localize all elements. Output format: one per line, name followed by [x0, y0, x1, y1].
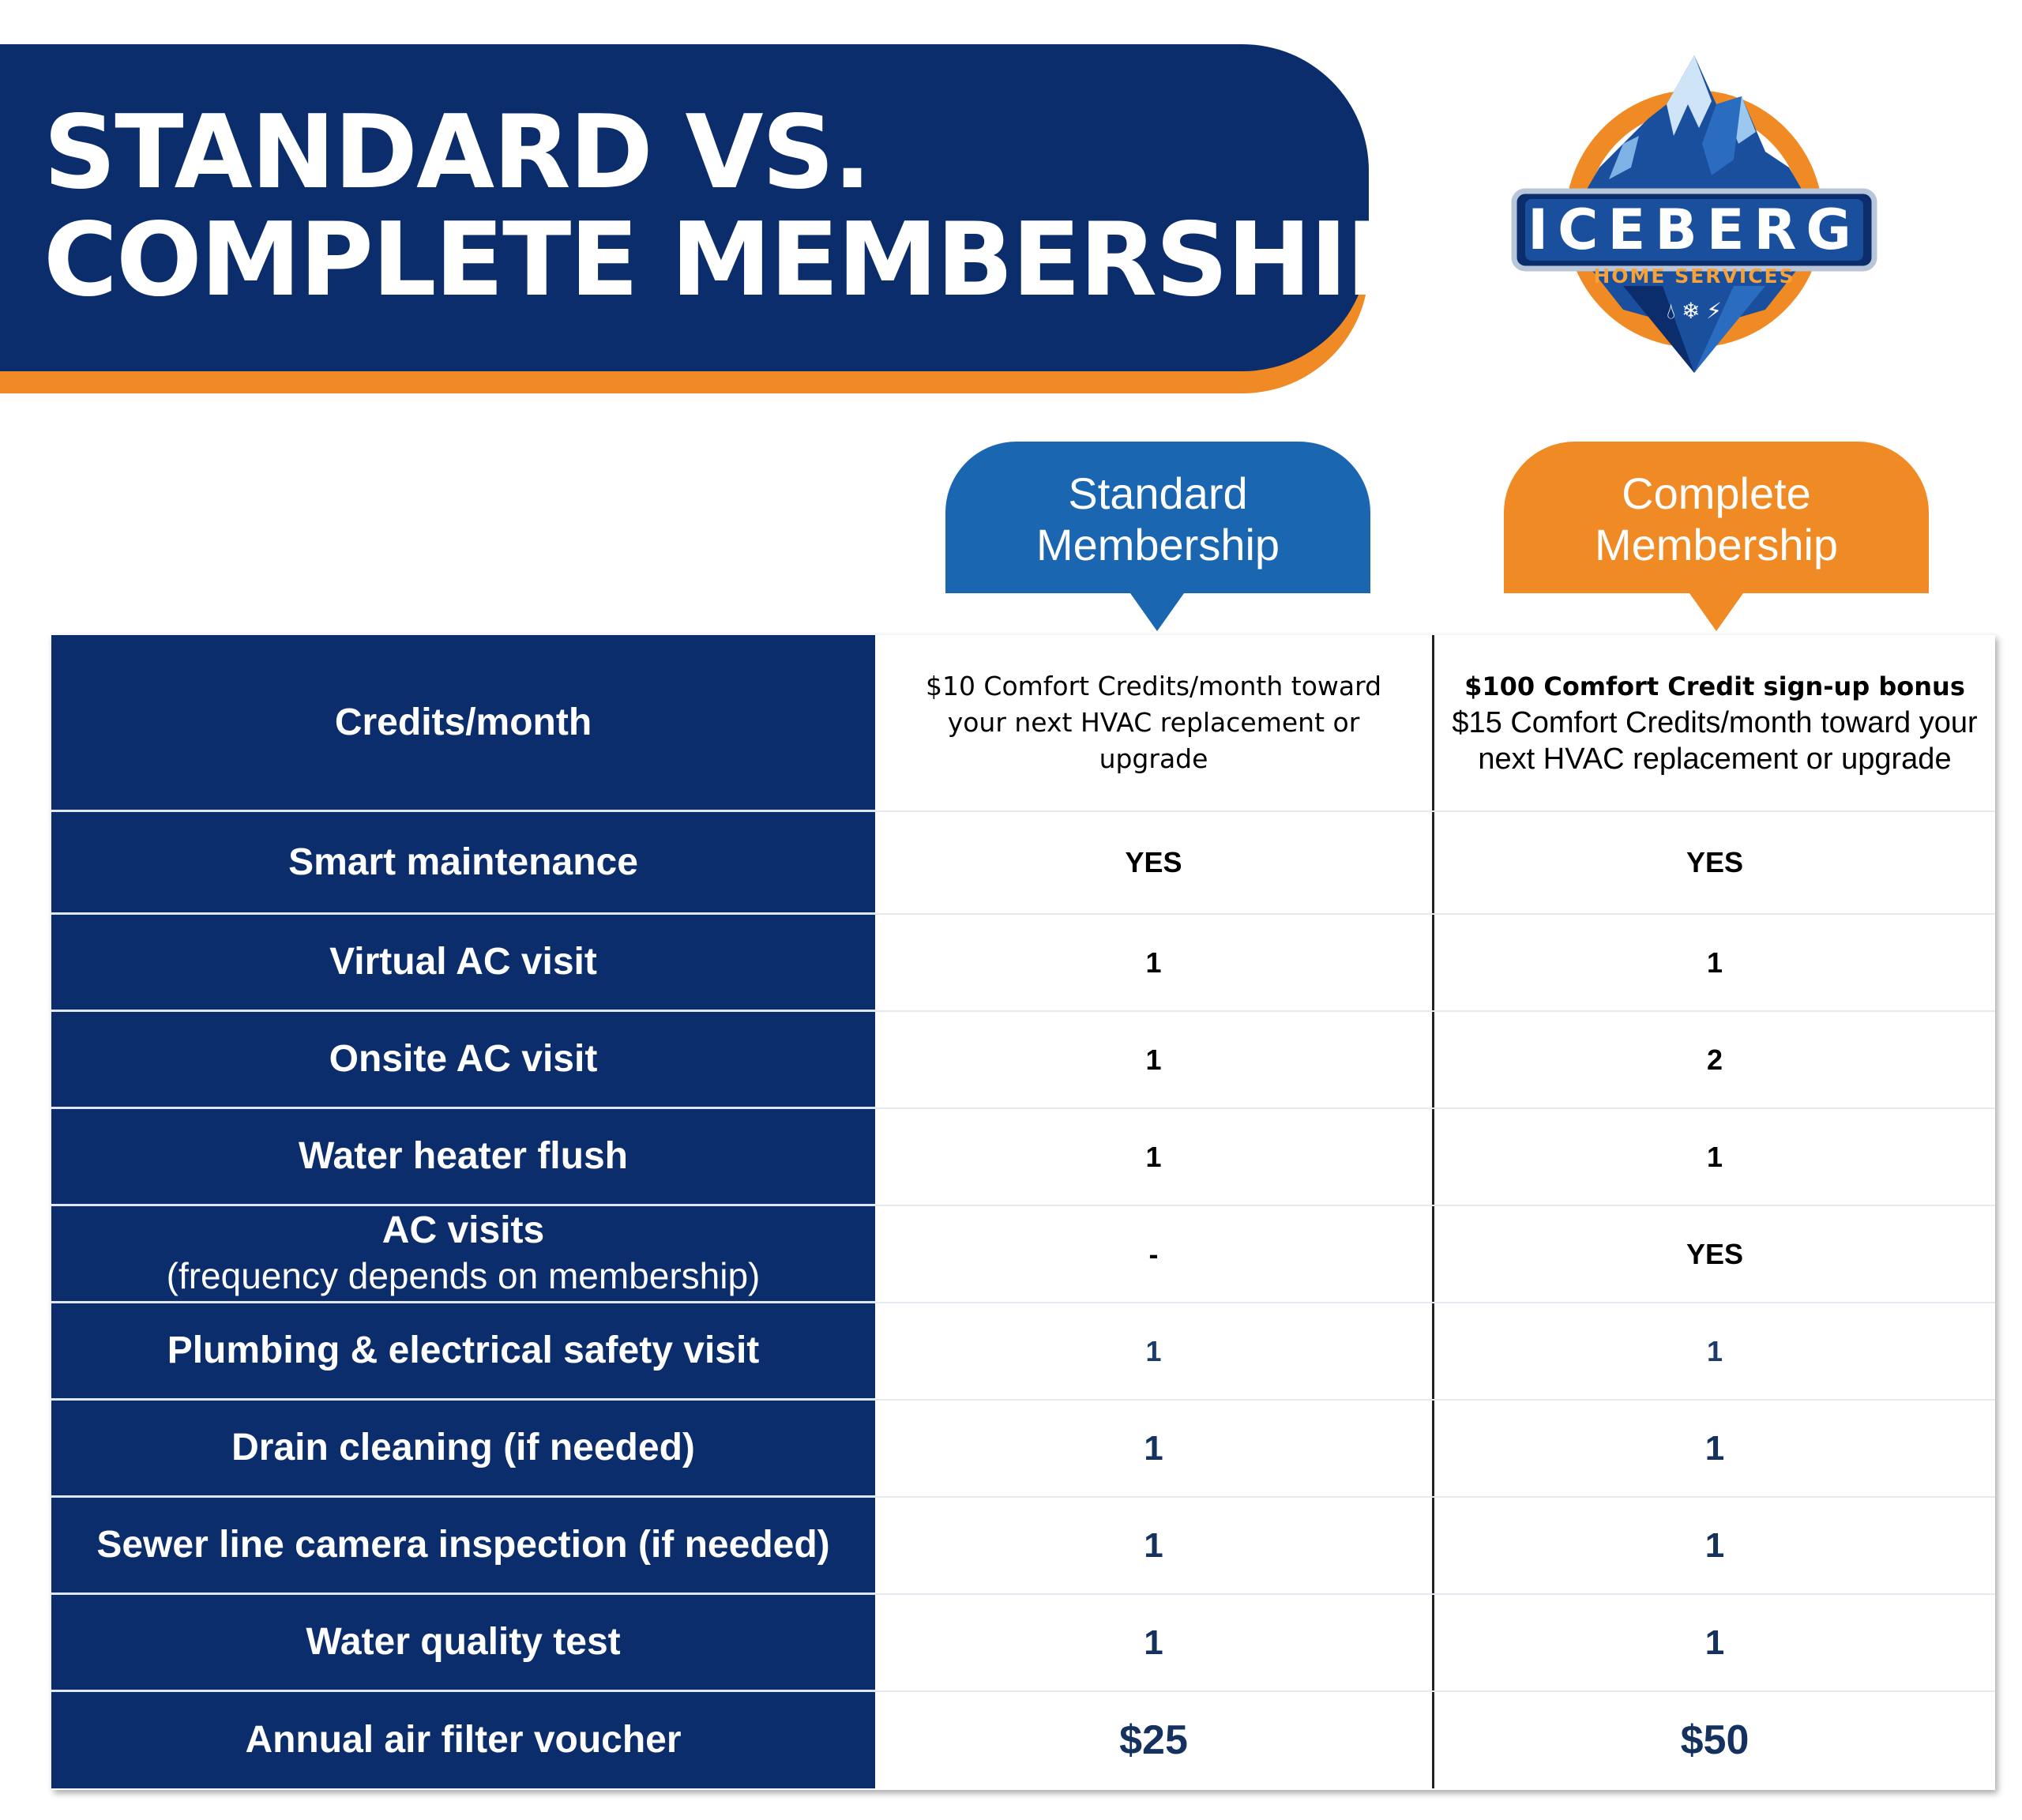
- complete-bonus-text: $100 Comfort Credit sign-up bonus: [1464, 671, 1965, 701]
- table-row: Onsite AC visit 1 2: [51, 1012, 1995, 1109]
- row-label: Plumbing & electrical safety visit: [51, 1303, 875, 1401]
- standard-membership-header: Standard Membership: [945, 442, 1370, 593]
- iceberg-logo: ICEBERG HOME SERVICES 💧︎ ❄ ⚡︎: [1505, 49, 1884, 381]
- row-label: Smart maintenance: [51, 812, 875, 915]
- table-row: Water quality test 1 1: [51, 1595, 1995, 1692]
- row-label: AC visits: [381, 1209, 545, 1251]
- table-row: Drain cleaning (if needed) 1 1: [51, 1401, 1995, 1498]
- complete-value: 1: [1704, 1525, 1725, 1565]
- standard-value: $10 Comfort Credits/month toward your ne…: [875, 635, 1434, 810]
- standard-header-line-2: Membership: [1035, 520, 1280, 570]
- table-row: Sewer line camera inspection (if needed)…: [51, 1498, 1995, 1595]
- standard-value: 1: [875, 1498, 1434, 1593]
- logo-wordmark: ICEBERG: [1528, 197, 1861, 262]
- row-label: Annual air filter voucher: [51, 1692, 875, 1788]
- table-row-credits: Credits/month $10 Comfort Credits/month …: [51, 635, 1995, 812]
- table-row: Water heater flush 1 1: [51, 1109, 1995, 1206]
- lightning-icon: ⚡︎: [1706, 299, 1722, 323]
- title-line-1: STANDARD VS.: [43, 94, 871, 212]
- complete-header-line-2: Membership: [1594, 520, 1839, 570]
- title-line-2: COMPLETE MEMBERSHIP: [43, 201, 1420, 319]
- standard-value: 1: [875, 915, 1434, 1010]
- table-row: Smart maintenance YES YES: [51, 812, 1995, 915]
- standard-value: 1: [875, 1012, 1434, 1107]
- complete-credit-text: $15 Comfort Credits/month toward your ne…: [1452, 706, 1978, 776]
- comparison-table: Credits/month $10 Comfort Credits/month …: [51, 635, 1995, 1790]
- standard-value: 1: [875, 1109, 1434, 1205]
- row-label: Drain cleaning (if needed): [51, 1401, 875, 1498]
- row-label: Water heater flush: [51, 1109, 875, 1206]
- standard-credit-text: $10 Comfort Credits/month toward your ne…: [925, 671, 1382, 774]
- complete-value: 1: [1704, 1623, 1725, 1662]
- row-label-group: AC visits (frequency depends on membersh…: [51, 1206, 875, 1303]
- iceberg-mountain-icon: [1511, 55, 1877, 373]
- standard-value: 1: [875, 1595, 1434, 1690]
- standard-header-pointer: [1130, 593, 1184, 631]
- complete-value: 1: [1704, 1428, 1725, 1468]
- row-label: Onsite AC visit: [51, 1012, 875, 1109]
- complete-value: YES: [1686, 846, 1744, 878]
- standard-value: 1: [875, 1303, 1434, 1399]
- complete-value: 1: [1706, 1140, 1723, 1173]
- row-label: Virtual AC visit: [51, 915, 875, 1012]
- logo-tagline: HOME SERVICES: [1593, 265, 1795, 288]
- table-row: Annual air filter voucher $25 $50: [51, 1692, 1995, 1788]
- complete-value: $50: [1680, 1717, 1750, 1763]
- complete-value: YES: [1686, 1237, 1744, 1270]
- table-row: Plumbing & electrical safety visit 1 1: [51, 1303, 1995, 1401]
- standard-value: 1: [875, 1401, 1434, 1496]
- standard-header-line-1: Standard: [1068, 468, 1248, 518]
- logo-service-icons: 💧︎ ❄ ⚡︎: [1639, 295, 1750, 327]
- table-row: AC visits (frequency depends on membersh…: [51, 1206, 1995, 1303]
- standard-value: YES: [875, 812, 1434, 913]
- complete-header-pointer: [1689, 593, 1743, 631]
- complete-header-line-1: Complete: [1622, 468, 1811, 518]
- standard-value: -: [875, 1206, 1434, 1302]
- row-label: Sewer line camera inspection (if needed): [51, 1498, 875, 1595]
- table-row: Virtual AC visit 1 1: [51, 915, 1995, 1012]
- complete-value: 1: [1706, 1334, 1723, 1367]
- row-sublabel: (frequency depends on membership): [166, 1255, 761, 1296]
- title-banner: STANDARD VS. COMPLETE MEMBERSHIP: [0, 44, 1420, 371]
- complete-membership-header: Complete Membership: [1504, 442, 1929, 593]
- row-label: Water quality test: [51, 1595, 875, 1692]
- complete-value: 1: [1706, 946, 1723, 979]
- water-drop-icon: 💧︎: [1667, 299, 1676, 323]
- complete-value: 2: [1706, 1043, 1723, 1076]
- snowflake-icon: ❄: [1682, 299, 1701, 323]
- standard-value: $25: [875, 1692, 1434, 1788]
- complete-value: $100 Comfort Credit sign-up bonus $15 Co…: [1434, 635, 1995, 810]
- row-label: Credits/month: [51, 635, 875, 812]
